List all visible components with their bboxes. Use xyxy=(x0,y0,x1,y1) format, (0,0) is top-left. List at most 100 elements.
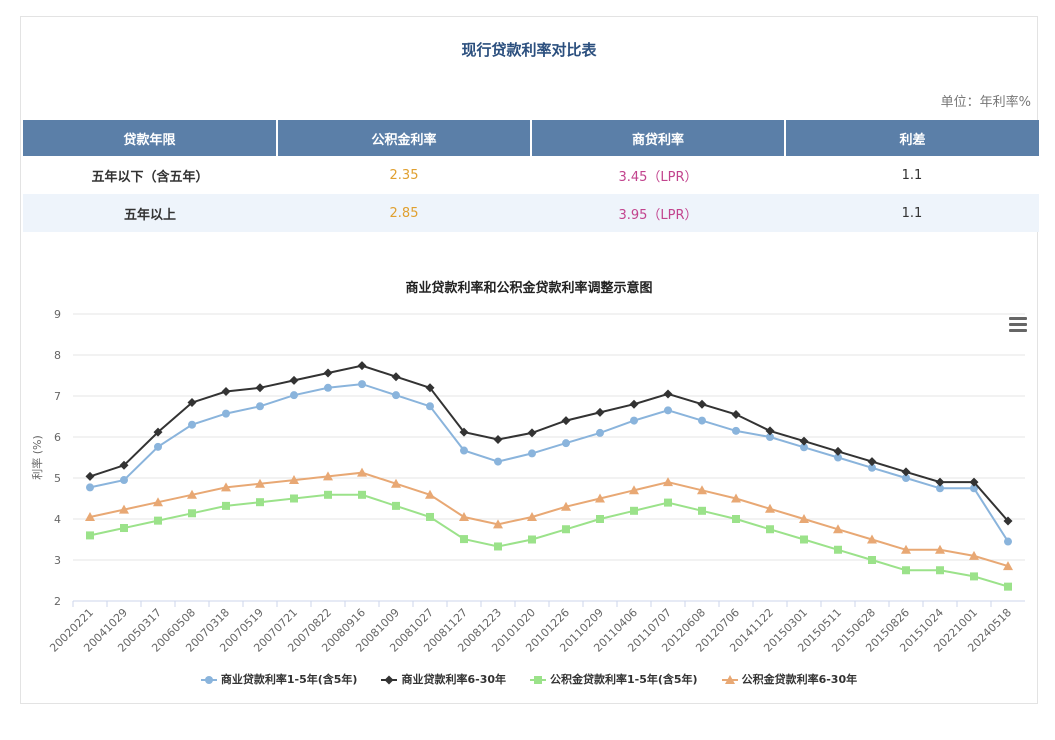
chart-title: 商业贷款利率和公积金贷款利率调整示意图 xyxy=(405,281,653,296)
data-point xyxy=(561,501,571,511)
header-term: 贷款年限 xyxy=(23,120,278,156)
table-header-row: 贷款年限 公积金利率 商贷利率 利差 xyxy=(23,120,1039,156)
data-point xyxy=(222,501,230,510)
data-point xyxy=(153,427,163,437)
legend-label: 商业贷款利率6-30年 xyxy=(401,673,506,686)
cell-diff: 1.1 xyxy=(785,156,1039,194)
data-point xyxy=(766,433,774,441)
data-point xyxy=(935,544,945,554)
data-point xyxy=(426,402,434,411)
data-point xyxy=(799,514,809,523)
data-point xyxy=(119,460,129,470)
data-point xyxy=(901,544,911,554)
legend-item[interactable]: 公积金贷款利率6-30年 xyxy=(721,671,858,687)
y-tick-label: 3 xyxy=(54,554,61,567)
header-diff: 利差 xyxy=(785,120,1039,156)
data-point xyxy=(732,426,740,435)
legend-item[interactable]: 商业贷款利率1-5年(含5年) xyxy=(200,671,358,687)
data-point xyxy=(596,428,604,437)
data-point xyxy=(154,516,162,525)
data-point xyxy=(969,477,979,487)
data-point xyxy=(357,361,367,371)
unit-label: 单位：年利率% xyxy=(940,95,1031,110)
legend-label: 商业贷款利率1-5年(含5年) xyxy=(220,673,358,686)
data-point xyxy=(289,375,299,385)
y-tick-label: 9 xyxy=(54,308,61,321)
series-line-2 xyxy=(89,493,1009,588)
data-point xyxy=(221,386,231,396)
data-point xyxy=(834,545,842,554)
legend-marker-icon xyxy=(721,675,738,684)
data-point xyxy=(120,476,128,485)
data-point xyxy=(460,446,468,455)
data-point xyxy=(1003,516,1013,526)
data-point xyxy=(732,515,740,523)
data-point xyxy=(936,484,944,493)
data-point xyxy=(358,380,366,389)
data-point xyxy=(392,391,400,400)
table-row: 五年以上 2.85 3.95（LPR） 1.1 xyxy=(23,194,1039,232)
data-point xyxy=(630,416,638,425)
data-point xyxy=(902,474,910,482)
rate-table: 贷款年限 公积金利率 商贷利率 利差 五年以下（含五年） 2.35 3.45（L… xyxy=(23,120,1039,232)
data-point xyxy=(527,511,537,521)
data-point xyxy=(324,490,332,499)
data-point xyxy=(85,511,95,521)
data-point xyxy=(629,485,639,495)
data-point xyxy=(256,498,264,507)
series-line-0 xyxy=(89,383,1009,543)
data-point xyxy=(799,436,809,446)
cell-fund: 2.35 xyxy=(277,156,531,194)
header-commercial: 商贷利率 xyxy=(531,120,786,156)
table-row: 五年以下（含五年） 2.35 3.45（LPR） 1.1 xyxy=(23,156,1039,194)
data-point xyxy=(664,406,672,415)
cell-commercial: 3.45（LPR） xyxy=(531,156,785,194)
data-point xyxy=(357,467,367,477)
data-point xyxy=(527,428,537,438)
data-point xyxy=(528,449,536,458)
data-point xyxy=(765,426,775,436)
page-title: 现行贷款利率对比表 xyxy=(461,41,597,59)
cell-diff: 1.1 xyxy=(785,194,1039,232)
data-point xyxy=(153,497,163,507)
cell-term: 五年以下（含五年） xyxy=(23,156,277,194)
legend-label: 公积金贷款利率6-30年 xyxy=(741,673,858,686)
data-point xyxy=(833,446,843,456)
data-point xyxy=(630,506,638,515)
cell-commercial: 3.95（LPR） xyxy=(531,194,785,232)
data-point xyxy=(120,524,128,533)
data-point xyxy=(663,389,673,399)
series-line-1 xyxy=(89,364,1009,522)
data-point xyxy=(935,477,945,487)
data-point xyxy=(290,391,298,400)
data-point xyxy=(969,550,979,560)
rate-card: 现行贷款利率对比表 单位：年利率% 贷款年限 公积金利率 商贷利率 利差 五年以… xyxy=(20,16,1039,704)
data-point xyxy=(596,515,604,523)
data-point xyxy=(867,457,877,467)
data-point xyxy=(459,427,469,437)
data-point xyxy=(221,482,231,492)
data-point xyxy=(289,475,299,485)
data-point xyxy=(255,383,265,393)
data-point xyxy=(901,467,911,477)
chart-legend: 商业贷款利率1-5年(含5年) 商业贷款利率6-30年 公积金贷款利率1-5年(… xyxy=(21,671,1037,687)
legend-marker-icon xyxy=(530,676,546,684)
data-point xyxy=(358,490,366,499)
y-tick-label: 6 xyxy=(54,431,61,444)
chart-menu-icon[interactable] xyxy=(1009,317,1027,333)
legend-item[interactable]: 公积金贷款利率1-5年(含5年) xyxy=(530,671,698,687)
data-point xyxy=(391,372,401,382)
data-point xyxy=(392,501,400,510)
data-point xyxy=(460,535,468,544)
y-tick-label: 2 xyxy=(54,595,61,608)
data-point xyxy=(324,383,332,392)
data-point xyxy=(697,399,707,409)
data-point xyxy=(698,416,706,425)
data-point xyxy=(562,525,570,534)
data-point xyxy=(1003,561,1013,571)
data-point xyxy=(868,556,876,564)
legend-item[interactable]: 商业贷款利率6-30年 xyxy=(381,671,506,687)
data-point xyxy=(290,494,298,503)
data-point xyxy=(85,471,95,481)
data-point xyxy=(154,442,162,451)
